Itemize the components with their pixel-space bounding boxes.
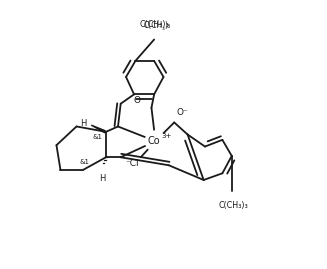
- Text: H: H: [99, 174, 105, 183]
- Text: O⁻: O⁻: [176, 108, 188, 117]
- Text: Co: Co: [147, 136, 160, 146]
- Text: 3+: 3+: [161, 133, 172, 139]
- Text: &1: &1: [79, 159, 90, 165]
- Text: &1: &1: [93, 134, 103, 140]
- Polygon shape: [91, 125, 106, 133]
- Text: ₃: ₃: [162, 26, 164, 31]
- Text: O⁻: O⁻: [134, 95, 146, 105]
- Text: C(CH₃)₃: C(CH₃)₃: [218, 201, 248, 210]
- Text: C(CH₃)₃: C(CH₃)₃: [139, 20, 169, 29]
- Circle shape: [145, 131, 166, 151]
- Text: )₃: )₃: [165, 21, 171, 30]
- Text: H: H: [80, 119, 86, 128]
- Text: C(CH: C(CH: [143, 21, 163, 30]
- Text: ⁻Cl: ⁻Cl: [126, 160, 139, 168]
